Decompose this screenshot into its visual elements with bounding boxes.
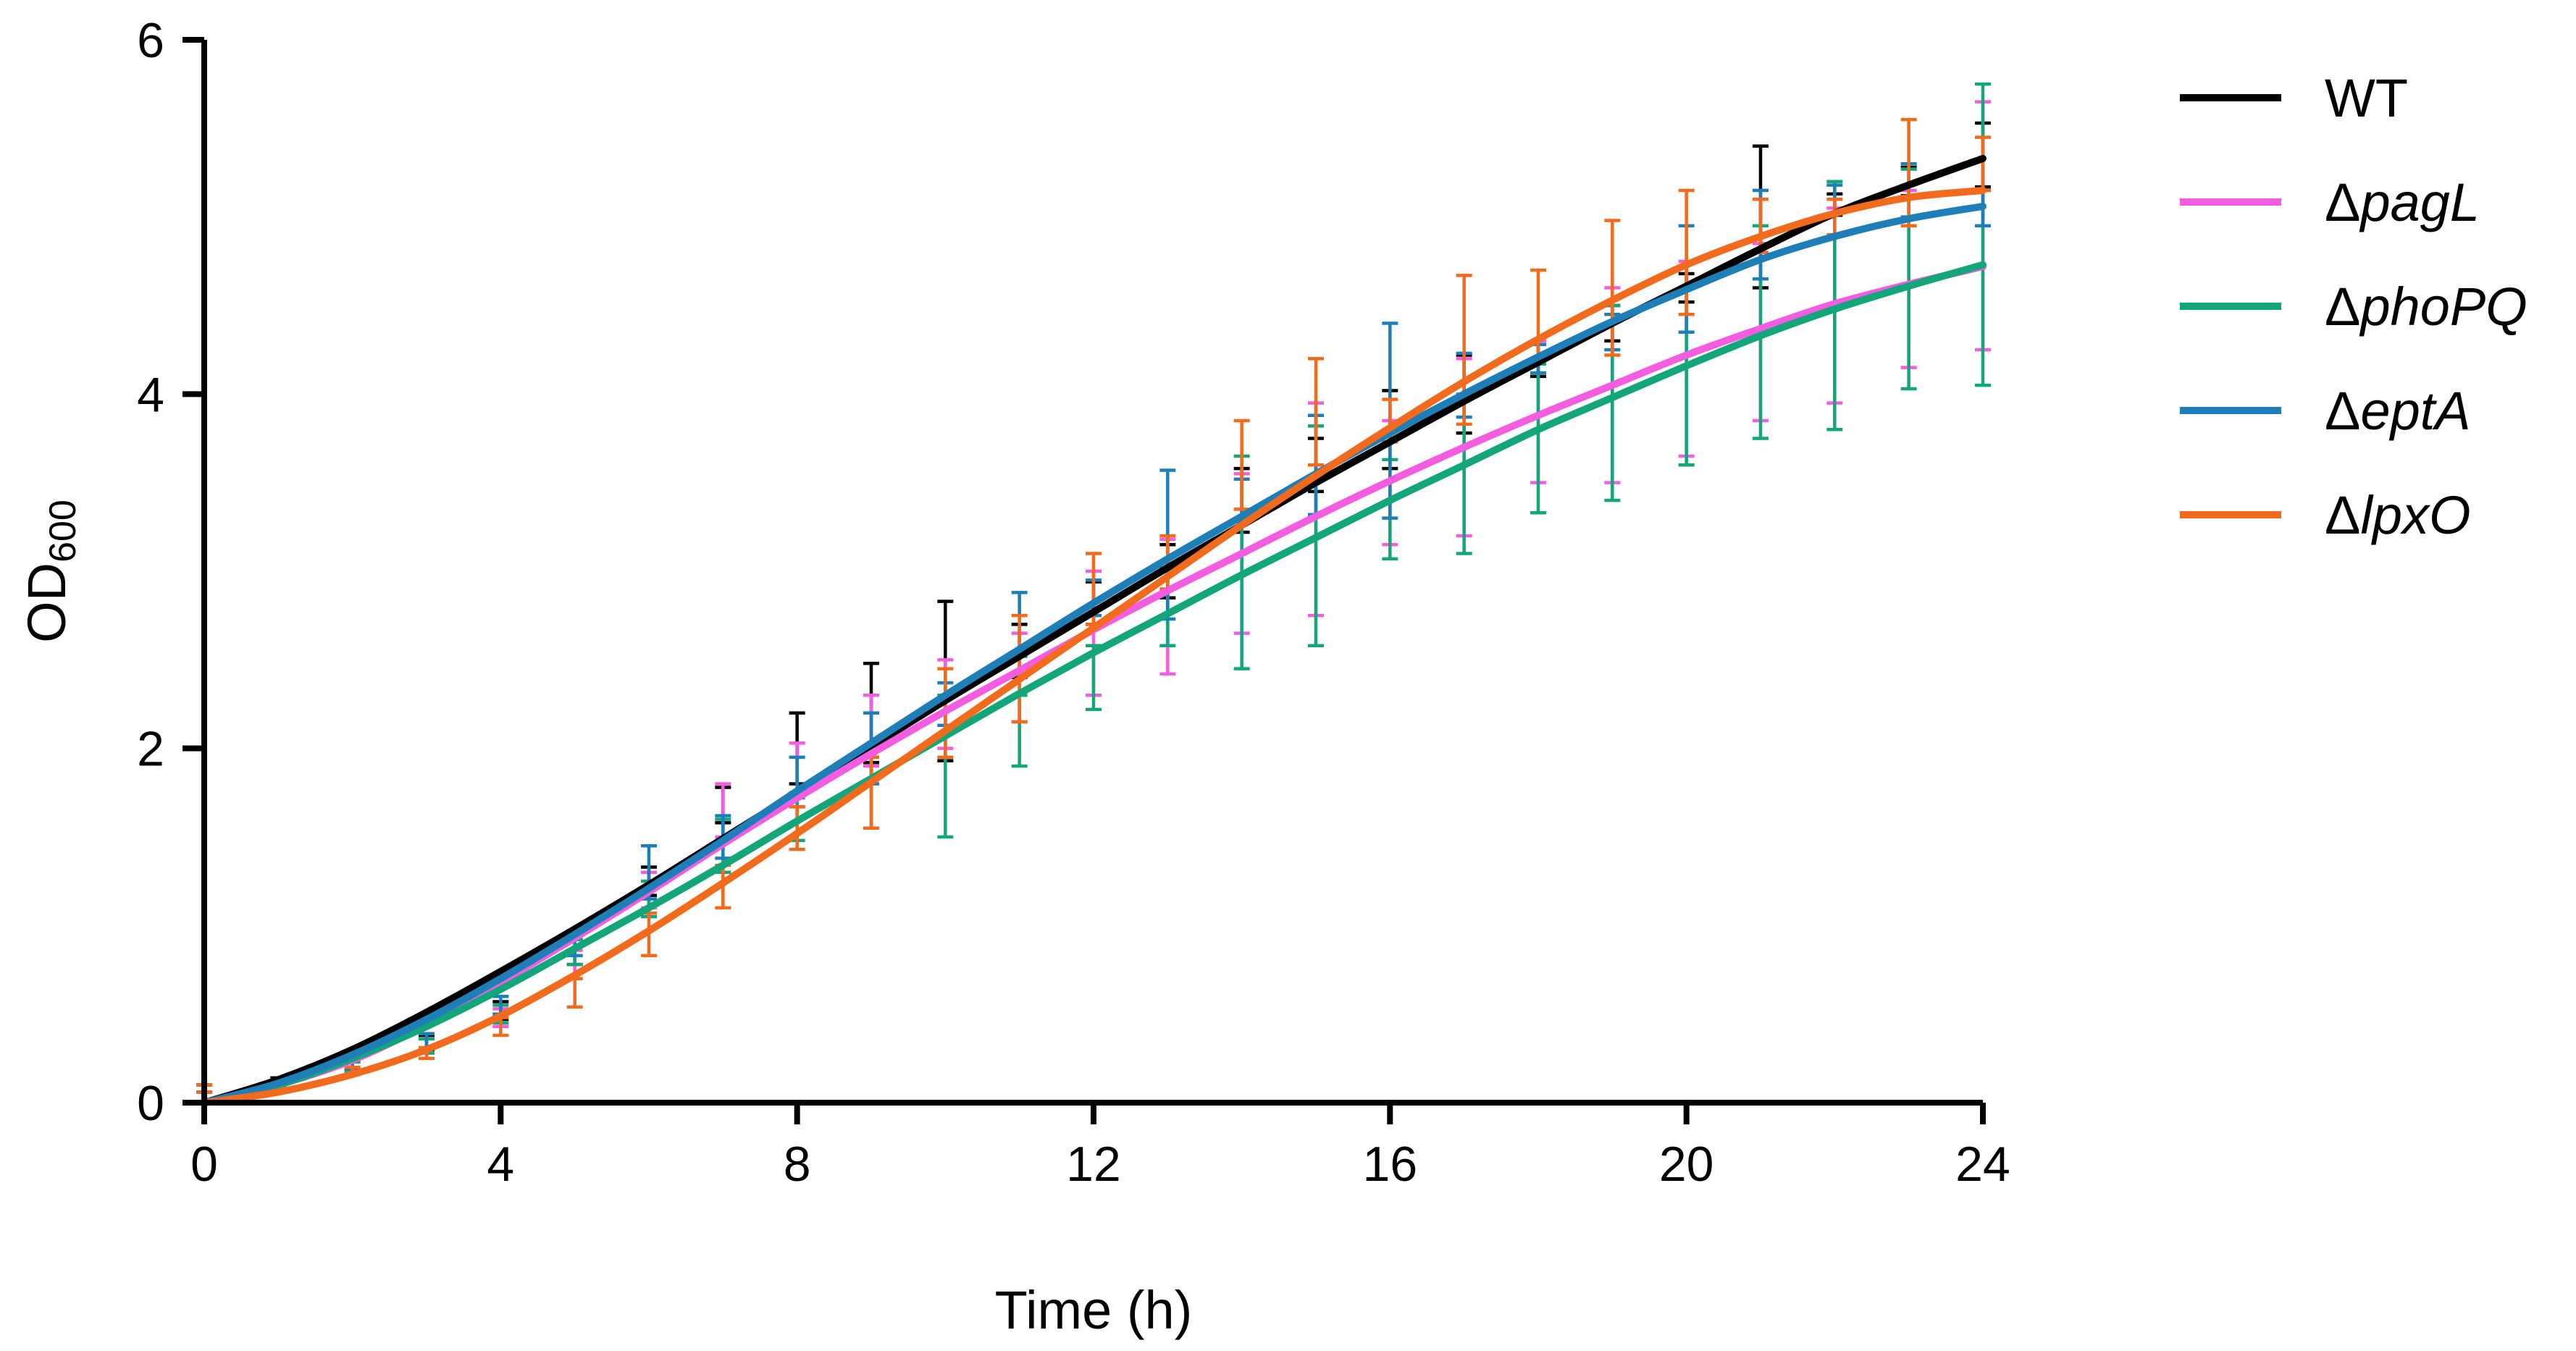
- x-tick-label: 0: [190, 1137, 218, 1192]
- legend-label: ΔpagL: [2325, 172, 2480, 232]
- legend-gene: pagL: [2359, 172, 2480, 232]
- error-bars: [196, 82, 1991, 1094]
- fit-curves: [201, 154, 1986, 1106]
- legend-label: ΔlpxO: [2325, 485, 2471, 545]
- legend-gene: eptA: [2360, 381, 2470, 441]
- y-axis-title-main: OD: [17, 563, 77, 643]
- legend-label: ΔphoPQ: [2325, 277, 2527, 337]
- legend-label: ΔeptA: [2325, 381, 2471, 441]
- x-tick-label: 12: [1066, 1137, 1121, 1192]
- legend-item: ΔeptA: [2180, 381, 2471, 441]
- x-tick-label: 8: [784, 1137, 811, 1192]
- x-tick-label: 24: [1955, 1137, 2010, 1192]
- legend-item: WT: [2180, 68, 2408, 128]
- legend-delta: Δ: [2325, 485, 2360, 545]
- legend-item: ΔlpxO: [2180, 485, 2471, 545]
- x-tick-label: 4: [487, 1137, 514, 1192]
- y-tick-label: 6: [137, 13, 164, 68]
- y-ticks: 0 2 4 6: [137, 13, 204, 1131]
- legend-delta: Δ: [2325, 172, 2360, 232]
- y-axis-title-subscript: 600: [42, 500, 84, 563]
- legend-delta: Δ: [2325, 277, 2360, 337]
- x-tick-label: 16: [1363, 1137, 1418, 1192]
- legend-delta: Δ: [2325, 381, 2360, 441]
- y-axis-title: OD600: [17, 500, 84, 643]
- x-axis-title: Time (h): [995, 1280, 1193, 1340]
- legend-gene: phoPQ: [2359, 277, 2527, 337]
- x-ticks: 0 4 8 12 16 20 24: [190, 1103, 2010, 1192]
- y-tick-label: 4: [137, 367, 164, 422]
- y-tick-label: 0: [137, 1076, 164, 1131]
- legend-gene: lpxO: [2360, 485, 2470, 545]
- legend-text: WT: [2325, 68, 2408, 128]
- x-tick-label: 20: [1659, 1137, 1714, 1192]
- legend-item: ΔphoPQ: [2180, 277, 2527, 337]
- fit-curve-series-3: [201, 203, 1986, 1106]
- y-tick-label: 2: [137, 722, 164, 777]
- fit-curve-series-2: [201, 261, 1986, 1106]
- legend-label: WT: [2325, 68, 2408, 128]
- legend-item: ΔpagL: [2180, 172, 2480, 232]
- fit-curve-series-4: [201, 187, 1986, 1106]
